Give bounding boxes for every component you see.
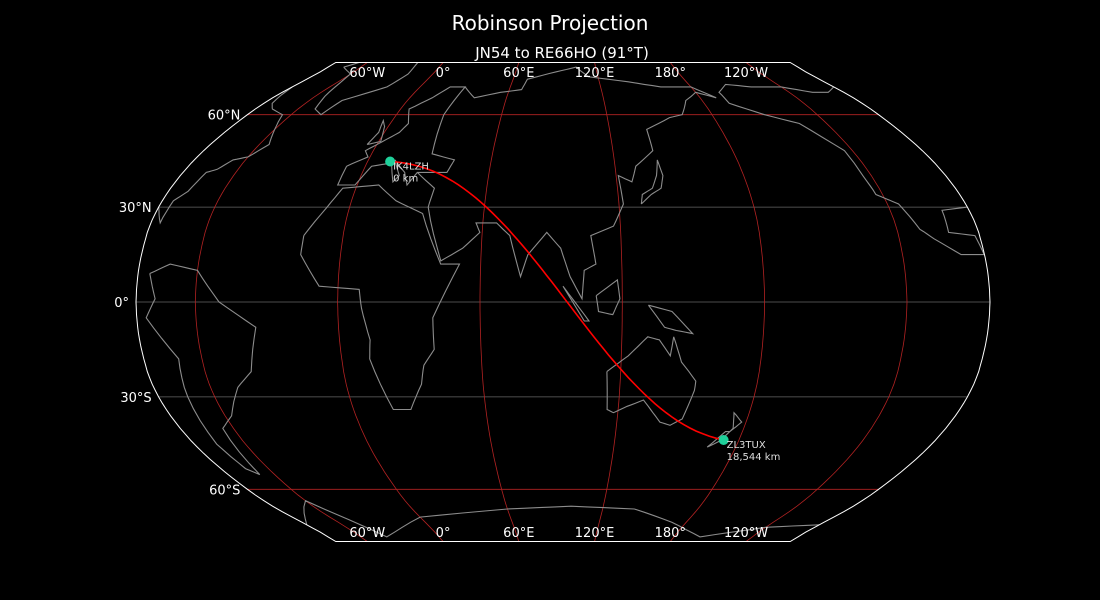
station-callsign: IK4LZH [393, 162, 429, 173]
coastline [718, 83, 986, 256]
meridian-line [479, 62, 520, 542]
station-marker[interactable] [718, 434, 729, 445]
meridian-line [669, 62, 766, 542]
longitude-label: 60°E [503, 526, 534, 541]
coastline [640, 159, 664, 205]
coastline [145, 263, 261, 476]
latitude-label: 30°S [120, 391, 151, 406]
longitude-label: 180° [655, 66, 686, 81]
longitude-label: 120°W [724, 66, 768, 81]
coastline [303, 499, 820, 538]
great-circle-path [390, 160, 724, 441]
coastline [595, 278, 621, 316]
station-marker[interactable] [385, 156, 396, 167]
coastline [416, 66, 717, 301]
latitude-label: 60°N [208, 109, 241, 124]
longitude-label: 180° [655, 526, 686, 541]
coastline [158, 86, 293, 225]
coastline [562, 285, 591, 322]
station-distance: 0 km [393, 174, 418, 185]
latitude-label: 60°S [209, 483, 240, 498]
meridian-line [745, 62, 908, 542]
meridian-line [594, 62, 623, 542]
station-distance: 18,544 km [727, 452, 781, 463]
meridian-line [194, 62, 368, 542]
coastline [314, 62, 419, 116]
longitude-label: 0° [436, 66, 451, 81]
map-subtitle: JN54 to RE66HO (91°T) [474, 44, 649, 62]
map-title: Robinson Projection [452, 11, 649, 35]
station-callsign: ZL3TUX [727, 440, 766, 451]
longitude-label: 60°W [349, 66, 385, 81]
map-border [135, 62, 991, 542]
coastline [366, 118, 386, 146]
longitude-label: 0° [436, 526, 451, 541]
longitude-label: 120°E [575, 526, 615, 541]
longitude-label: 60°E [503, 66, 534, 81]
coastline [606, 336, 697, 426]
coastline [300, 184, 461, 411]
latitude-label: 0° [114, 296, 129, 311]
longitude-label: 60°W [349, 526, 385, 541]
latitude-label: 30°N [119, 201, 152, 216]
map-area[interactable] [100, 62, 1000, 542]
longitude-label: 120°W [724, 526, 768, 541]
coastline [647, 304, 695, 335]
longitude-label: 120°E [575, 66, 615, 81]
